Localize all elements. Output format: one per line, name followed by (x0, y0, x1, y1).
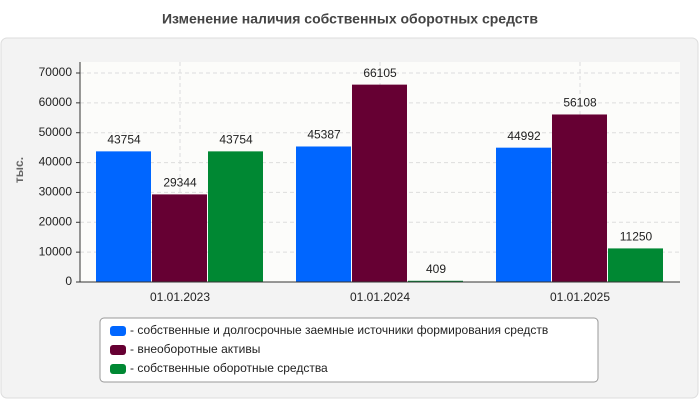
legend (99, 317, 599, 383)
bar (552, 114, 607, 282)
y-tick-label: 40000 (39, 155, 73, 169)
value-label: 45387 (307, 128, 341, 142)
y-tick-label: 10000 (39, 244, 73, 258)
bar (496, 147, 551, 282)
y-tick-label: 20000 (39, 214, 73, 228)
y-tick-label: 0 (65, 274, 72, 288)
value-label: 29344 (163, 176, 197, 190)
value-label: 43754 (107, 133, 141, 147)
legend-swatch (110, 326, 126, 336)
y-tick-label: 50000 (39, 125, 73, 139)
y-tick-label: 30000 (39, 185, 73, 199)
value-label: 11250 (620, 230, 653, 244)
value-label: 409 (426, 262, 446, 276)
y-tick-label: 60000 (39, 95, 73, 109)
bar (296, 146, 351, 282)
y-tick-label: 70000 (39, 65, 73, 79)
bar (352, 84, 407, 282)
value-label: 66105 (363, 66, 397, 80)
x-tick-label: 01.01.2024 (350, 290, 410, 304)
bar (208, 151, 263, 282)
value-label: 44992 (507, 129, 541, 143)
y-axis-label: тыс. (12, 157, 26, 183)
bar (608, 248, 663, 282)
legend-label: - внеоборотные активы (130, 342, 260, 356)
bar (96, 151, 151, 282)
legend-label: - собственные и долгосрочные заемные ист… (130, 323, 548, 337)
legend-swatch (110, 364, 126, 374)
x-tick-label: 01.01.2023 (150, 290, 210, 304)
bar (152, 194, 207, 282)
bar (408, 280, 463, 282)
legend-label: - собственные оборотные средства (130, 361, 328, 375)
x-tick-label: 01.01.2025 (550, 290, 610, 304)
value-label: 43754 (219, 133, 253, 147)
value-label: 56108 (563, 96, 597, 110)
chart-title: Изменение наличия собственных оборотных … (162, 11, 538, 27)
legend-swatch (110, 345, 126, 355)
